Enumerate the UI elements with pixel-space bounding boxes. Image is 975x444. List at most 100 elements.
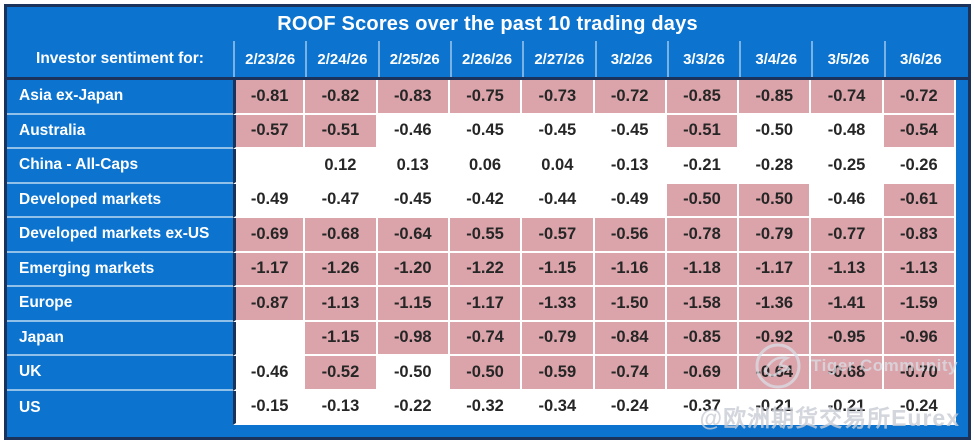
score-cell: -0.69 [666, 356, 740, 391]
score-cell: -0.75 [449, 80, 523, 115]
score-cell [233, 149, 306, 184]
score-cell: -0.72 [594, 80, 667, 115]
score-cell [233, 321, 306, 356]
table-panel: ROOF Scores over the past 10 trading day… [4, 4, 971, 440]
score-cell: -1.15 [377, 287, 450, 322]
score-cell: -0.92 [739, 321, 812, 356]
score-cell: -0.21 [739, 390, 812, 425]
score-cell: -1.36 [739, 287, 812, 322]
score-cell: -1.20 [377, 252, 450, 287]
score-cell: -1.17 [739, 252, 812, 287]
score-cell: -0.50 [666, 183, 740, 218]
table-row: China - All-Caps 0.12 0.13 0.06 0.04 -0.13 -0.… [7, 149, 968, 184]
score-cell: -1.33 [522, 287, 595, 322]
score-cell: -0.57 [522, 218, 595, 253]
score-cell: -0.69 [233, 218, 306, 253]
row-label: Developed markets ex-US [7, 218, 233, 253]
score-cell: -0.46 [811, 183, 884, 218]
score-cell: -1.58 [666, 287, 740, 322]
score-cell: -0.74 [449, 321, 523, 356]
score-cell: -0.26 [883, 149, 956, 184]
score-cell: -0.45 [522, 114, 595, 149]
table-row: Developed markets -0.49 -0.47 -0.45 -0.42 -0.… [7, 183, 968, 218]
table-row: US -0.15 -0.13 -0.22 -0.32 -0.34 -0.24 -0.37 -0.… [7, 390, 968, 425]
score-cell: -0.56 [594, 218, 667, 253]
score-cell: -0.64 [377, 218, 450, 253]
score-cell: -1.16 [594, 252, 667, 287]
row-label: Developed markets [7, 184, 233, 218]
score-cell: -0.87 [233, 287, 306, 322]
score-cell: -0.61 [883, 183, 956, 218]
row-label: China - All-Caps [7, 149, 233, 184]
row-label: Japan [7, 322, 233, 356]
score-cell: -0.57 [233, 114, 306, 149]
score-cell: -1.59 [883, 287, 956, 322]
score-cell: -0.74 [594, 356, 667, 391]
score-cell: -0.45 [377, 183, 450, 218]
date-header-cell: 3/4/26 [739, 41, 811, 77]
score-cell: -0.78 [666, 218, 740, 253]
score-cell: -0.25 [811, 149, 884, 184]
score-cell: -0.72 [883, 80, 956, 115]
score-cell: -0.50 [449, 356, 523, 391]
score-cell: -0.85 [739, 80, 812, 115]
score-cell: -0.81 [233, 80, 306, 115]
table-body: Asia ex-Japan -0.81 -0.82 -0.83 -0.75 -0.73 -0… [7, 80, 968, 425]
row-label: Emerging markets [7, 253, 233, 287]
score-cell: -0.96 [883, 321, 956, 356]
score-cell: -0.44 [522, 183, 595, 218]
score-cell: -0.68 [811, 356, 884, 391]
score-cell: 0.13 [377, 149, 450, 184]
score-cell: -0.79 [522, 321, 595, 356]
score-cell: -0.24 [594, 390, 667, 425]
score-cell: -1.41 [811, 287, 884, 322]
row-label: US [19, 398, 41, 416]
score-cell: -0.47 [305, 183, 378, 218]
score-cell: -0.22 [377, 390, 450, 425]
row-label: Asia ex-Japan [7, 80, 233, 115]
score-cell: -0.32 [449, 390, 523, 425]
score-cell: -0.95 [811, 321, 884, 356]
score-cell: -0.51 [305, 114, 378, 149]
score-cell: -0.84 [594, 321, 667, 356]
score-cell: -0.37 [666, 390, 740, 425]
score-cell: -0.73 [522, 80, 595, 115]
score-cell: 0.06 [449, 149, 523, 184]
score-cell: -1.15 [305, 321, 378, 356]
score-cell: -0.28 [739, 149, 812, 184]
table-row: Europe -0.87 -1.13 -1.15 -1.17 -1.33 -1.50 -1.5… [7, 287, 968, 322]
score-cell: -1.13 [305, 287, 378, 322]
score-cell: 0.04 [522, 149, 595, 184]
row-label: UK [7, 356, 233, 391]
score-cell: -0.77 [811, 218, 884, 253]
score-cell: -0.21 [811, 390, 884, 425]
score-cell: -0.59 [522, 356, 595, 391]
score-cell: -0.50 [377, 356, 450, 391]
score-cell: -0.70 [883, 356, 956, 391]
score-cell: -0.83 [883, 218, 956, 253]
score-cell: -1.18 [666, 252, 740, 287]
score-cell: -0.50 [739, 114, 812, 149]
score-cell: -1.17 [233, 252, 306, 287]
score-cell: -0.68 [305, 218, 378, 253]
table-row: Emerging markets -1.17 -1.26 -1.20 -1.22 -1.1… [7, 252, 968, 287]
header-row: Investor sentiment for: 2/23/26 2/24/26 2/… [7, 41, 968, 77]
score-cell: -1.50 [594, 287, 667, 322]
score-cell: -1.17 [449, 287, 523, 322]
score-cell: -0.79 [739, 218, 812, 253]
score-cell: -0.45 [594, 114, 667, 149]
score-cell: -0.46 [233, 356, 306, 391]
score-cell: 0.12 [305, 149, 378, 184]
score-cell: -0.74 [811, 80, 884, 115]
score-cell: -0.45 [449, 114, 523, 149]
score-cell: -0.83 [377, 80, 450, 115]
score-cell: -0.51 [666, 114, 740, 149]
score-cell: -0.98 [377, 321, 450, 356]
score-cell: -0.82 [305, 80, 378, 115]
score-cell: -0.48 [811, 114, 884, 149]
score-cell: -1.13 [883, 252, 956, 287]
score-cell: -0.24 [883, 390, 956, 425]
date-header-cell: 3/6/26 [883, 41, 956, 77]
date-header-cell: 2/24/26 [305, 41, 377, 77]
